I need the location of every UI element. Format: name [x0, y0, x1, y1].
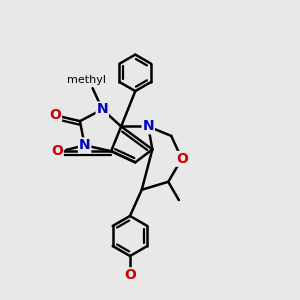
- Text: O: O: [124, 268, 136, 282]
- Text: N: N: [97, 102, 108, 116]
- Text: O: O: [176, 152, 188, 166]
- Text: O: O: [51, 144, 63, 158]
- Text: N: N: [79, 138, 90, 152]
- Text: O: O: [49, 108, 61, 122]
- Text: methyl: methyl: [67, 75, 106, 85]
- Text: N: N: [142, 119, 154, 134]
